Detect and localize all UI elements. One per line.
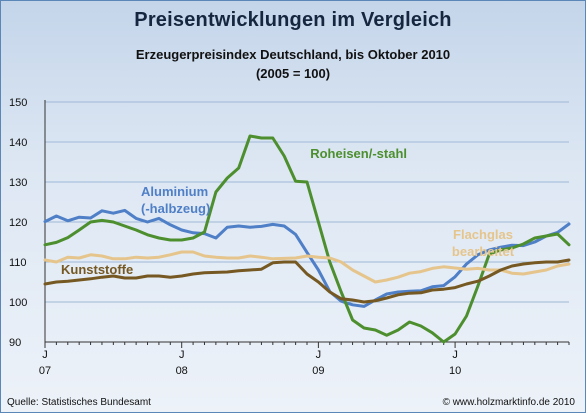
x-tick-year: 09 [312, 365, 324, 377]
series-label-1: (-halbzeug) [141, 201, 210, 216]
x-tick-label: J [42, 349, 48, 361]
series-label-1: Aluminium [141, 184, 208, 199]
y-tick-label: 150 [9, 97, 27, 109]
copyright-note: © www.holzmarktinfo.de 2010 [442, 397, 575, 408]
source-note: Quelle: Statistisches Bundesamt [7, 397, 151, 408]
series-line-4 [43, 258, 571, 304]
y-tick-label: 140 [9, 137, 27, 149]
x-tick-year: 08 [176, 365, 188, 377]
y-tick-label: 90 [9, 337, 21, 349]
series-label-3: Flachglas [453, 227, 513, 242]
chart-subtitle-base: (2005 = 100) [255, 66, 331, 81]
series-line-2 [43, 134, 571, 344]
y-tick-label: 130 [9, 177, 27, 189]
chart-subtitle: Erzeugerpreisindex Deutschland, bis Okto… [135, 47, 451, 62]
y-tick-label: 100 [9, 297, 27, 309]
series-line-1 [43, 208, 571, 308]
chart-title: Preisentwicklungen im Vergleich [134, 9, 452, 31]
x-tick-label: J [452, 349, 458, 361]
y-tick-label: 110 [9, 257, 27, 269]
x-tick-year: 10 [449, 365, 461, 377]
y-tick-label: 120 [9, 217, 27, 229]
series-label-3: bearbeitet [452, 244, 515, 259]
series-label-4: Kunststoffe [61, 262, 133, 277]
series-line-3 [43, 250, 571, 284]
x-tick-label: J [316, 349, 322, 361]
x-tick-year: 07 [39, 365, 51, 377]
x-tick-label: J [179, 349, 185, 361]
series-label-2: Roheisen/-stahl [310, 146, 407, 161]
